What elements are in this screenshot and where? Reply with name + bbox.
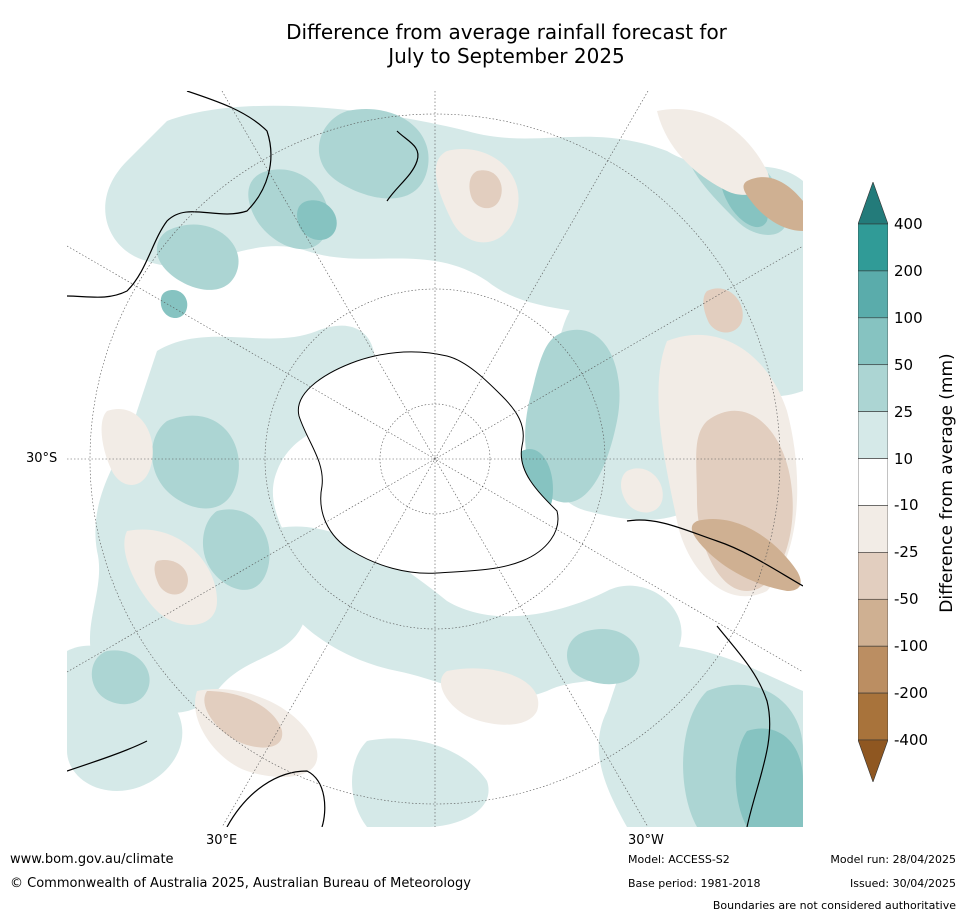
footer-website[interactable]: www.bom.gov.au/climate xyxy=(10,852,174,867)
lon-label-30e: 30°E xyxy=(206,833,238,848)
legend-swatch xyxy=(858,182,888,225)
legend-swatch xyxy=(858,645,888,694)
legend-tick-label: 400 xyxy=(894,215,923,233)
legend-swatch xyxy=(858,552,888,600)
legend-swatch xyxy=(858,739,888,782)
legend-swatch xyxy=(858,317,888,366)
legend-tick-label: -50 xyxy=(894,590,919,609)
south-america-coast xyxy=(626,519,803,827)
footer-base-period: Base period: 1981-2018 xyxy=(628,877,761,890)
legend-tick-label: 10 xyxy=(894,449,914,468)
footer-model: Model: ACCESS-S2 xyxy=(628,853,730,866)
legend-tick-label: -200 xyxy=(894,684,929,703)
anomaly-wet-medium xyxy=(91,109,803,827)
title-line-1: Difference from average rainfall forecas… xyxy=(286,20,727,44)
legend-colorbar xyxy=(858,182,888,782)
lat-label-30s: 30°S xyxy=(26,451,58,466)
anomaly-wet-strong xyxy=(160,161,803,827)
map-title: Difference from average rainfall forecas… xyxy=(0,20,965,68)
footer-model-run: Model run: 28/04/2025 xyxy=(830,853,956,866)
legend-swatch xyxy=(858,411,888,459)
title-line-2: July to September 2025 xyxy=(388,44,625,68)
legend-tick-label: -25 xyxy=(894,543,919,562)
legend-swatch xyxy=(858,692,888,741)
footer-copyright: © Commonwealth of Australia 2025, Austra… xyxy=(10,876,471,891)
antarctica-landmass xyxy=(297,351,559,574)
legend-swatch xyxy=(858,505,888,553)
legend-tick-label: 200 xyxy=(894,261,923,280)
legend-tick-label: -100 xyxy=(894,637,929,656)
new-zealand-coast xyxy=(386,130,419,202)
legend-swatch xyxy=(858,223,888,272)
anomaly-dry-strong xyxy=(691,177,803,591)
legend-tick-label: -10 xyxy=(894,496,919,515)
legend-swatch xyxy=(858,598,888,647)
legend-swatch xyxy=(858,458,888,506)
legend-tick-label: 25 xyxy=(894,402,914,421)
legend-swatch xyxy=(858,270,888,319)
legend-swatch xyxy=(858,364,888,412)
footer-disclaimer: Boundaries are not considered authoritat… xyxy=(712,899,956,912)
lon-label-30w: 30°W xyxy=(628,833,664,848)
legend-title: Difference from average (mm) xyxy=(937,353,957,613)
legend-tick-label: -400 xyxy=(894,731,929,749)
footer-issued: Issued: 30/04/2025 xyxy=(849,877,956,890)
rainfall-map xyxy=(67,91,803,827)
australia-coast xyxy=(67,91,272,298)
map-canvas xyxy=(67,91,803,827)
legend-tick-label: 100 xyxy=(894,308,923,327)
africa-coast xyxy=(67,740,326,827)
legend-tick-label: 50 xyxy=(894,355,914,374)
graticule xyxy=(67,91,803,827)
